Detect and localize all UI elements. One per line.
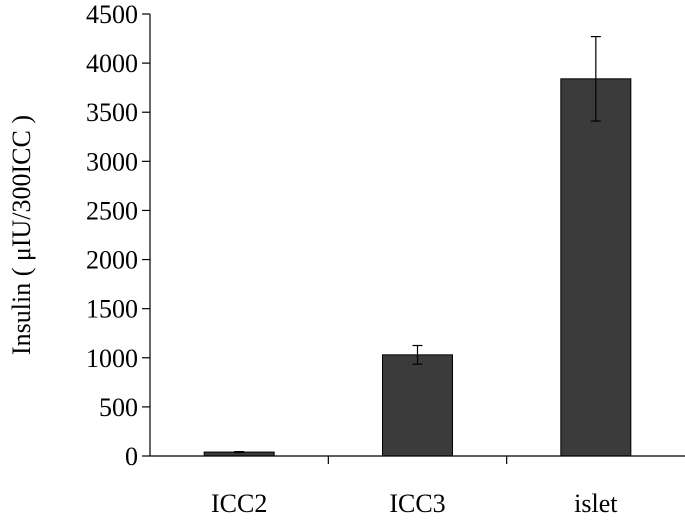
y-tick-label: 4500 <box>86 0 138 29</box>
bars <box>203 78 632 457</box>
y-tick-label: 2000 <box>86 246 138 275</box>
error-bars <box>234 35 601 454</box>
bar-icc3 <box>382 354 453 457</box>
y-tick-label: 500 <box>99 393 138 422</box>
y-tick-label: 3500 <box>86 98 138 127</box>
x-axis-categories: ICC2 ICC3 islet <box>211 456 618 518</box>
y-tick-label: 4000 <box>86 49 138 78</box>
x-category-label: islet <box>574 489 618 518</box>
y-axis-ticks: 0 500 1000 1500 2000 2500 3000 3500 4000 4500 <box>86 0 150 471</box>
y-tick-label: 2500 <box>86 196 138 225</box>
y-axis-title: Insulin ( μIU/300ICC ) <box>7 115 36 355</box>
y-tick-label: 3000 <box>86 147 138 176</box>
x-category-label: ICC2 <box>211 489 267 518</box>
y-tick-label: 0 <box>125 442 138 471</box>
y-tick-label: 1500 <box>86 295 138 324</box>
x-category-label: ICC3 <box>389 489 445 518</box>
y-tick-label: 1000 <box>86 344 138 373</box>
bar-islet <box>560 78 632 457</box>
